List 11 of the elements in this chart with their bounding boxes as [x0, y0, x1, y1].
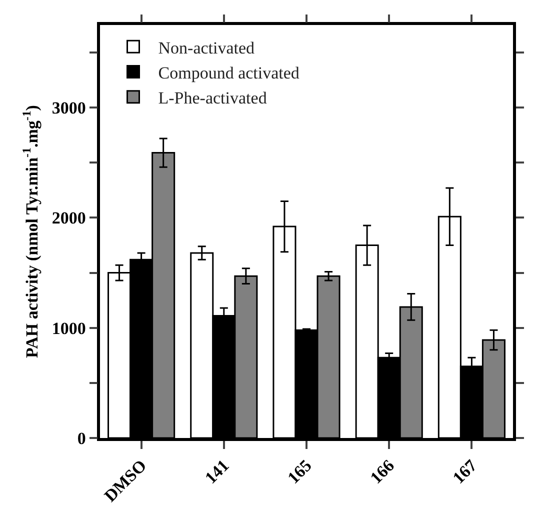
x-tick-label: 167 — [449, 456, 481, 488]
y-tick-label: 3000 — [52, 98, 86, 118]
y-tick-label: 1000 — [52, 318, 86, 338]
legend-label: L-Phe-activated — [158, 88, 268, 108]
x-tick-label: 141 — [201, 456, 233, 488]
x-tick-label: 166 — [366, 456, 398, 488]
y-tick-label: 0 — [77, 428, 86, 448]
y-tick-label: 2000 — [52, 208, 86, 228]
x-tick-label: 165 — [284, 456, 316, 488]
legend-label: Non-activated — [158, 38, 256, 58]
legend-label: Compound activated — [158, 63, 300, 82]
